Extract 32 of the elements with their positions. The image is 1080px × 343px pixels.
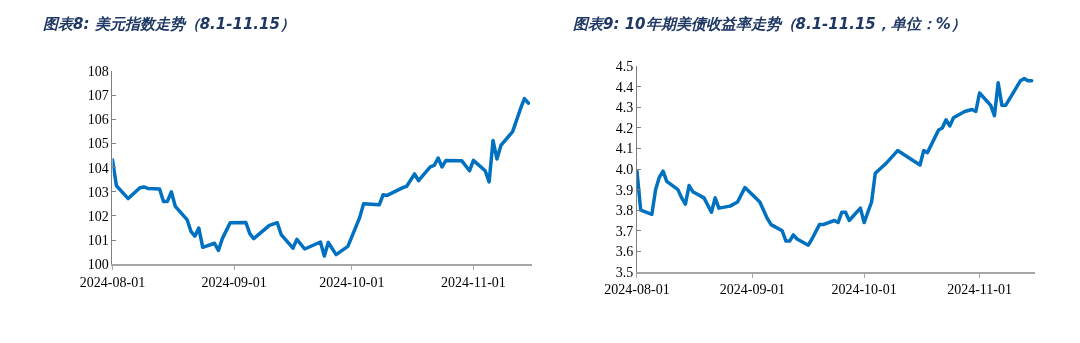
x-tick-label: 2024-09-01 xyxy=(719,282,786,298)
y-tick-label: 4.4 xyxy=(615,79,634,95)
y-tick-label: 3.9 xyxy=(615,182,634,198)
y-tick-label: 105 xyxy=(87,136,109,152)
y-tick-label: 3.6 xyxy=(615,244,634,260)
y-tick-label: 100 xyxy=(87,257,109,273)
chart-title: 图表9: 10年期美债收益率走势（8.1-11.15，单位：%） xyxy=(573,15,966,33)
x-tick-label: 2024-08-01 xyxy=(604,282,670,298)
x-tick-label: 2024-11-01 xyxy=(947,282,1012,298)
y-tick-label: 101 xyxy=(87,232,109,248)
y-tick-label: 4.1 xyxy=(615,141,634,157)
x-tick-label: 2024-11-01 xyxy=(441,274,506,290)
y-tick-label: 4.0 xyxy=(615,161,634,177)
y-tick-label: 106 xyxy=(87,112,109,128)
x-tick-label: 2024-10-01 xyxy=(831,282,897,298)
y-tick-label: 108 xyxy=(87,63,109,79)
y-tick-label: 102 xyxy=(87,208,109,224)
x-tick-label: 2024-08-01 xyxy=(79,274,146,290)
y-tick-label: 3.8 xyxy=(615,203,634,219)
y-tick-label: 107 xyxy=(87,88,109,104)
y-tick-label: 4.5 xyxy=(615,59,634,75)
line-series xyxy=(636,76,1034,247)
y-tick-label: 4.2 xyxy=(615,120,634,136)
x-tick-label: 2024-10-01 xyxy=(319,274,385,290)
y-tick-label: 3.7 xyxy=(615,223,634,239)
y-tick-label: 3.5 xyxy=(615,264,634,280)
y-tick-label: 4.3 xyxy=(615,100,634,116)
y-tick-label: 104 xyxy=(87,160,109,176)
x-tick-label: 2024-09-01 xyxy=(201,274,267,290)
line-series xyxy=(112,96,531,258)
chart-title: 图表8: 美元指数走势（8.1-11.15） xyxy=(43,15,295,33)
y-tick-label: 103 xyxy=(87,184,109,200)
